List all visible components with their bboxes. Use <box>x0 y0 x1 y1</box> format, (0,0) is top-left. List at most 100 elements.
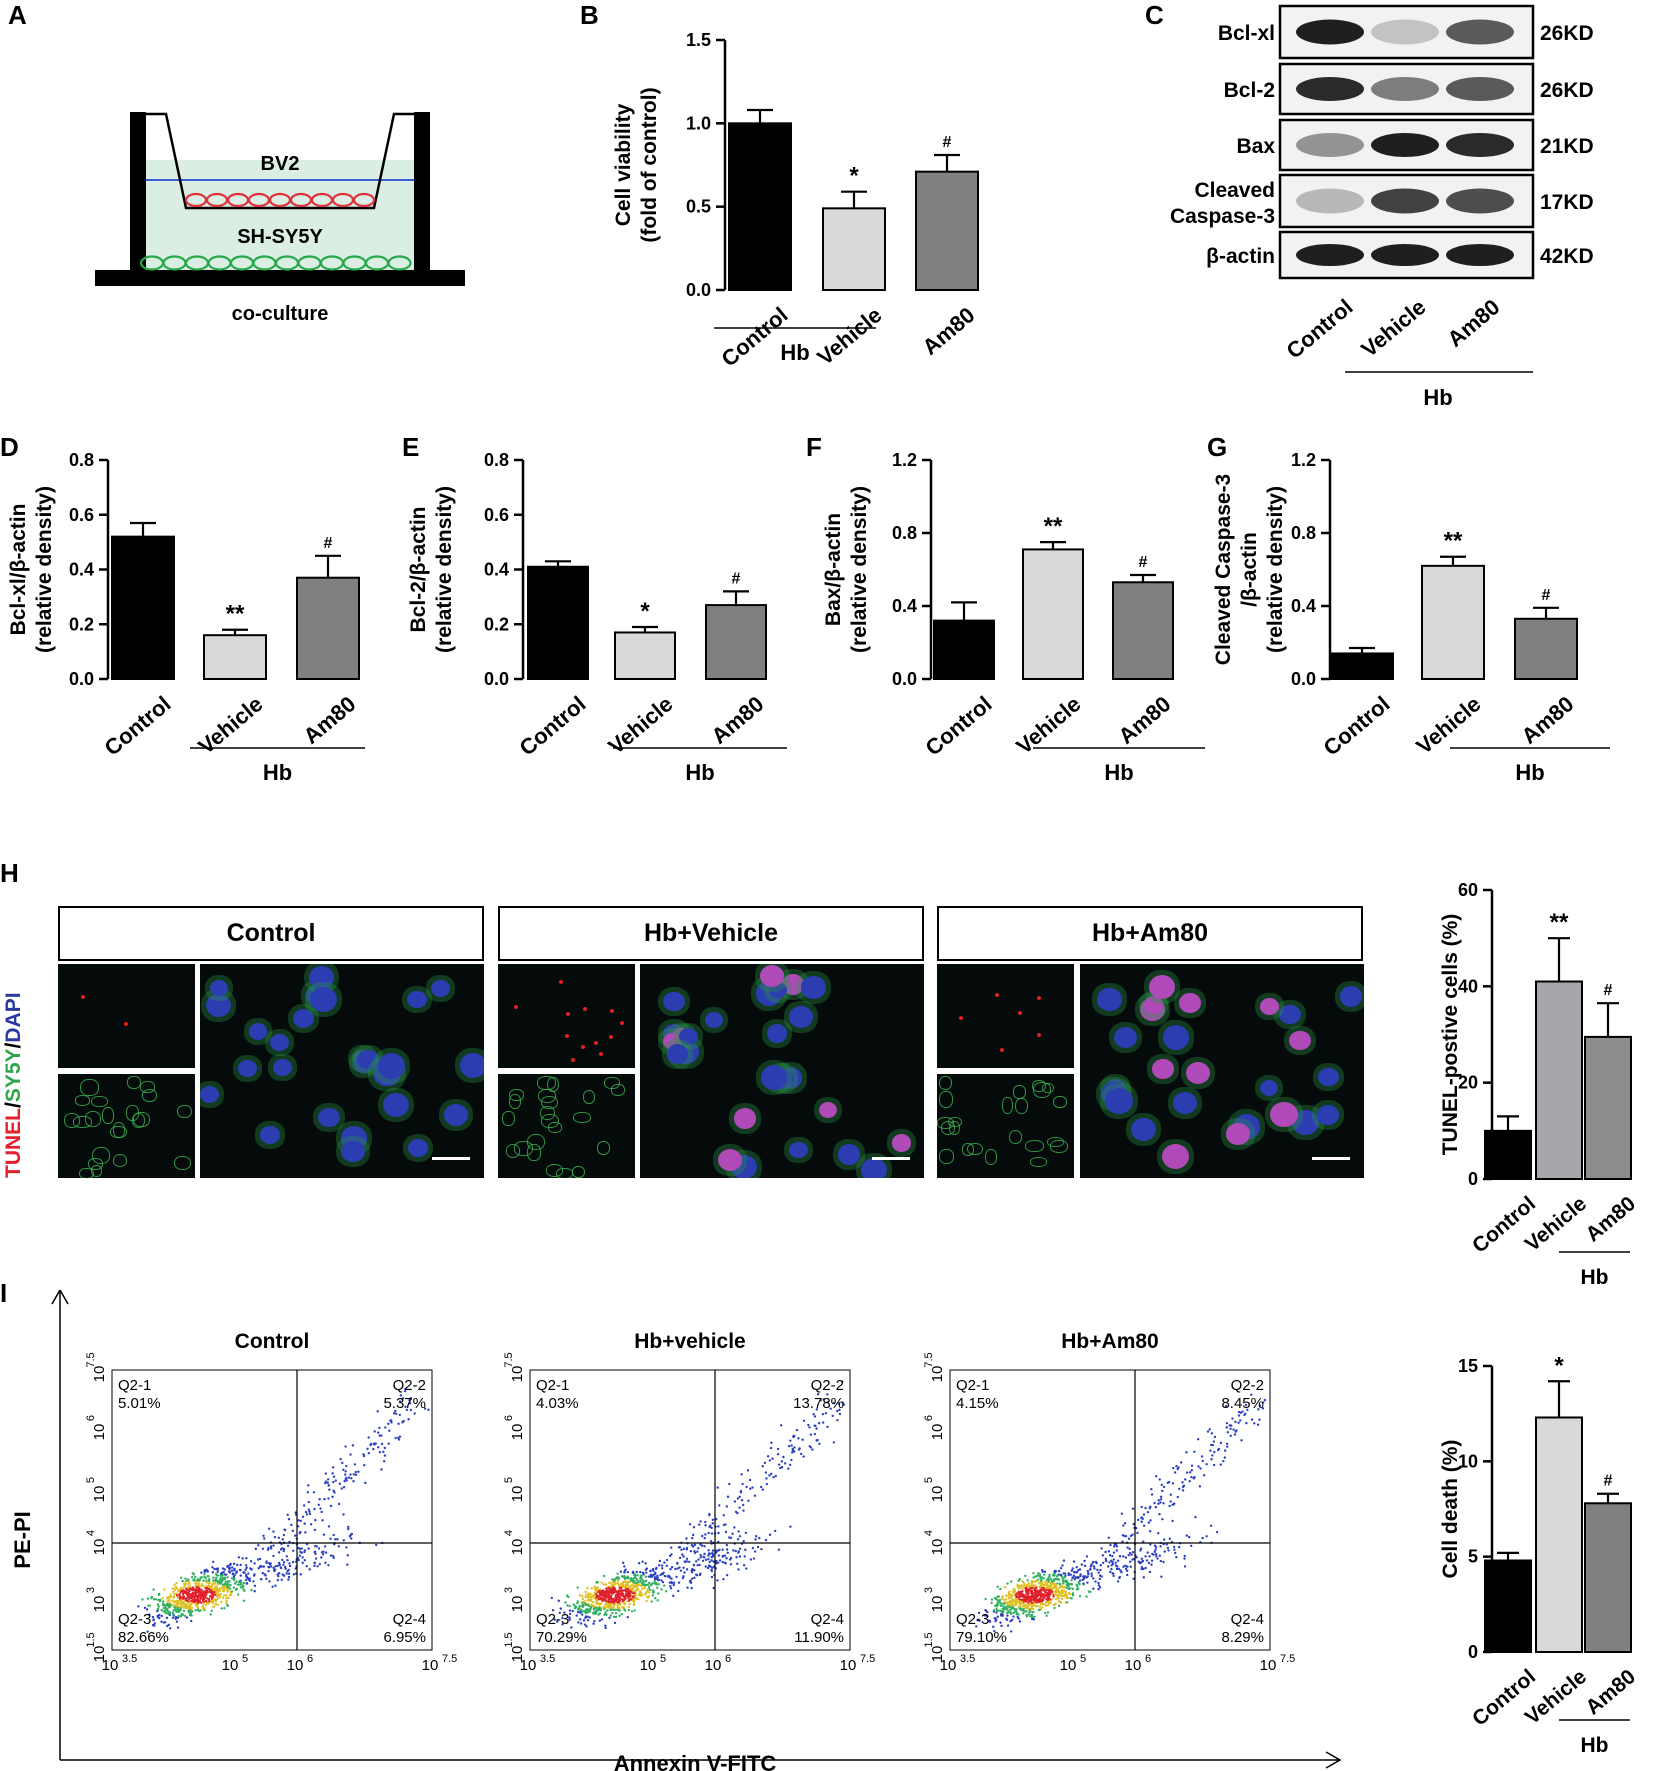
flow-event <box>394 1409 397 1413</box>
significance-mark: # <box>732 570 741 587</box>
flow-event <box>683 1571 686 1574</box>
flow-event <box>190 1610 193 1614</box>
flow-event <box>1077 1568 1080 1572</box>
flow-event <box>173 1600 177 1603</box>
blot-label: Caspase-3 <box>1170 205 1275 228</box>
flow-event <box>175 1594 179 1597</box>
y-tick-label: 0.2 <box>69 614 94 634</box>
flow-event <box>1121 1540 1124 1543</box>
flow-event <box>1009 1595 1012 1599</box>
flow-event <box>1136 1518 1140 1522</box>
flow-event <box>593 1591 597 1594</box>
flow-event <box>687 1560 691 1563</box>
flow-event <box>595 1607 598 1610</box>
flow-event <box>573 1606 577 1610</box>
flow-event <box>701 1534 704 1538</box>
flow-event <box>160 1620 163 1623</box>
flow-event <box>770 1472 773 1476</box>
flow-event <box>585 1593 588 1597</box>
flow-event <box>201 1604 205 1608</box>
flow-event <box>1148 1530 1152 1533</box>
flow-event <box>621 1575 624 1578</box>
flow-event <box>182 1602 185 1605</box>
flow-event <box>602 1574 606 1578</box>
flow-event <box>1098 1586 1102 1589</box>
flow-event <box>1087 1572 1090 1575</box>
flow-y-tick: 10 <box>91 1366 108 1383</box>
flow-event <box>290 1523 293 1527</box>
flow-event <box>1122 1565 1125 1568</box>
flow-event <box>616 1604 619 1607</box>
flow-event <box>199 1591 203 1594</box>
flow-event <box>984 1597 987 1601</box>
flow-event <box>241 1557 244 1560</box>
flow-event <box>976 1618 980 1621</box>
flow-event <box>262 1534 265 1537</box>
flow-event <box>301 1556 304 1559</box>
flow-event <box>305 1564 309 1568</box>
flow-event <box>1009 1593 1012 1596</box>
flow-event <box>229 1584 232 1587</box>
flow-event <box>1078 1579 1082 1582</box>
flow-event <box>291 1529 294 1533</box>
flow-event <box>378 1434 381 1437</box>
flow-event <box>1174 1551 1177 1555</box>
flow-event <box>1010 1600 1014 1604</box>
bar-vehicle <box>1535 1416 1583 1654</box>
quadrant-q2-label: Q2-2 <box>811 1377 844 1394</box>
flow-event <box>709 1539 713 1543</box>
flow-event <box>1104 1557 1108 1561</box>
flow-event <box>1024 1606 1028 1610</box>
flow-event <box>1001 1614 1004 1617</box>
flow-event <box>1118 1576 1121 1580</box>
flow-event <box>179 1614 183 1618</box>
flow-event <box>635 1570 638 1574</box>
flow-event <box>1032 1596 1035 1600</box>
flow-event <box>595 1587 599 1590</box>
flow-event <box>578 1594 582 1597</box>
flow-event <box>1046 1611 1050 1614</box>
flow-event <box>1062 1559 1066 1562</box>
flow-event <box>346 1554 349 1557</box>
flow-event <box>1209 1524 1213 1527</box>
flow-event <box>1124 1534 1128 1538</box>
flow-event <box>230 1569 234 1572</box>
flow-event <box>633 1609 636 1612</box>
flow-event <box>153 1622 157 1625</box>
flow-event <box>1078 1582 1081 1586</box>
flow-event <box>629 1577 633 1580</box>
flow-event <box>1129 1560 1132 1563</box>
flow-event <box>226 1576 229 1579</box>
flow-event <box>1157 1499 1160 1502</box>
blot-band <box>1446 243 1514 267</box>
flow-y-tick: 10 <box>929 1539 946 1556</box>
flow-event <box>790 1444 793 1447</box>
flow-event <box>1155 1555 1158 1558</box>
flow-event <box>1212 1440 1216 1443</box>
flow-event <box>756 1545 760 1549</box>
flow-event <box>239 1563 242 1567</box>
flow-event <box>710 1526 713 1530</box>
flow-event <box>615 1596 619 1600</box>
flow-event <box>215 1567 218 1571</box>
category-label: Am80 <box>707 691 769 749</box>
flow-event <box>187 1607 190 1611</box>
flow-event <box>1071 1576 1074 1580</box>
flow-event <box>1016 1583 1019 1587</box>
flow-event <box>1131 1558 1134 1561</box>
flow-event <box>699 1553 702 1557</box>
flow-event <box>639 1574 643 1578</box>
flow-event <box>1041 1570 1044 1573</box>
flow-event <box>627 1599 631 1602</box>
flow-event <box>187 1592 190 1595</box>
flow-event <box>189 1619 193 1623</box>
flow-event <box>372 1447 375 1451</box>
flow-event <box>212 1576 215 1579</box>
blot-band <box>1371 133 1439 157</box>
flow-event <box>260 1577 263 1581</box>
flow-event <box>192 1595 195 1599</box>
flow-event <box>685 1568 689 1571</box>
flow-event <box>1159 1495 1163 1499</box>
category-label: Am80 <box>1114 691 1176 749</box>
flow-event <box>1205 1535 1208 1538</box>
